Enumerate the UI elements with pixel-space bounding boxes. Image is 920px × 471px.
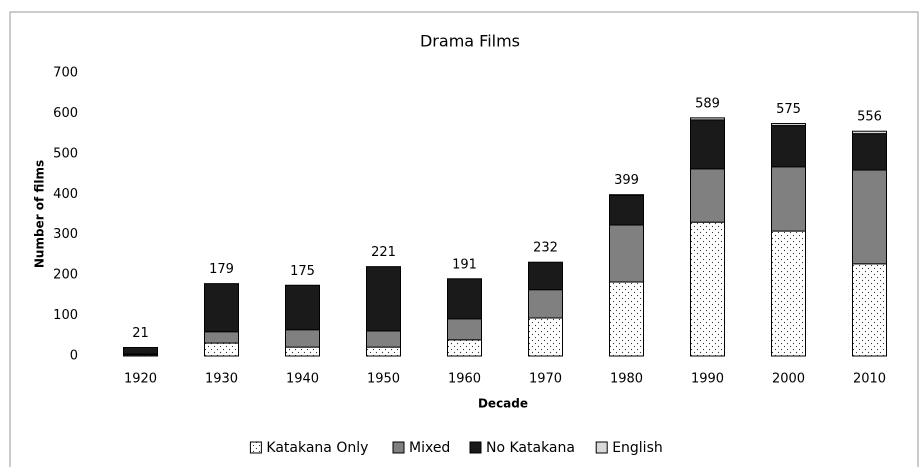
bar-segment xyxy=(447,278,482,320)
x-axis-label: Decade xyxy=(478,397,528,411)
bar-segment xyxy=(204,283,239,333)
total-label: 556 xyxy=(857,110,882,125)
bar-segment xyxy=(285,284,320,331)
bar-segment xyxy=(771,125,806,168)
bar-segment xyxy=(204,331,239,344)
bar-segment xyxy=(204,342,239,357)
bar-segment xyxy=(852,263,887,357)
total-label: 589 xyxy=(695,96,720,111)
bar-segment xyxy=(852,130,887,135)
total-label: 21 xyxy=(132,326,149,341)
x-tick-label: 1980 xyxy=(610,372,643,387)
total-label: 399 xyxy=(614,173,639,188)
bar-segment xyxy=(771,123,806,127)
bar-segment xyxy=(285,329,320,348)
x-tick-label: 2000 xyxy=(772,372,805,387)
bar-segment xyxy=(771,166,806,232)
x-tick-label: 1950 xyxy=(367,372,400,387)
bar-segment xyxy=(528,289,563,319)
bar-segment xyxy=(366,330,401,348)
y-tick-label: 700 xyxy=(53,66,78,81)
x-tick-label: 1920 xyxy=(124,372,157,387)
bar-segment xyxy=(609,281,644,357)
bar-segment xyxy=(771,230,806,357)
total-label: 575 xyxy=(776,102,801,117)
bar-segment xyxy=(528,261,563,291)
legend-label: No Katakana xyxy=(486,440,575,456)
y-axis-label: Number of films xyxy=(33,160,47,268)
total-label: 221 xyxy=(371,245,396,260)
legend-label: Mixed xyxy=(409,440,450,456)
bar-segment xyxy=(690,119,725,170)
x-tick-label: 1960 xyxy=(448,372,481,387)
legend-swatch xyxy=(469,441,482,454)
total-label: 175 xyxy=(290,264,315,279)
bar-segment xyxy=(852,169,887,265)
total-label: 179 xyxy=(209,262,234,277)
y-tick-label: 300 xyxy=(53,227,78,242)
x-tick-label: 1990 xyxy=(691,372,724,387)
bar-segment xyxy=(609,194,644,196)
total-label: 191 xyxy=(452,257,477,272)
bar-segment xyxy=(852,133,887,171)
legend-label: English xyxy=(612,440,663,456)
total-label: 232 xyxy=(533,241,558,256)
bar-segment xyxy=(690,221,725,357)
legend-swatch xyxy=(392,441,405,454)
legend-label: Katakana Only xyxy=(266,440,368,456)
y-tick-label: 0 xyxy=(70,349,78,364)
x-tick-label: 1930 xyxy=(205,372,238,387)
chart-title: Drama Films xyxy=(420,32,520,51)
y-tick-label: 200 xyxy=(53,268,78,283)
y-tick-label: 100 xyxy=(53,308,78,323)
bar-segment xyxy=(609,224,644,283)
x-tick-label: 1970 xyxy=(529,372,562,387)
y-tick-label: 500 xyxy=(53,146,78,161)
bar-segment xyxy=(609,194,644,226)
bar-segment xyxy=(690,117,725,121)
frame xyxy=(9,11,919,471)
x-tick-label: 1940 xyxy=(286,372,319,387)
bar-segment xyxy=(528,317,563,357)
bar-segment xyxy=(690,168,725,223)
bar-segment xyxy=(447,318,482,341)
bar-segment xyxy=(285,346,320,357)
x-tick-label: 2010 xyxy=(853,372,886,387)
bar-segment xyxy=(123,347,158,355)
bar-segment xyxy=(366,346,401,357)
y-tick-label: 600 xyxy=(53,106,78,121)
bar-segment xyxy=(447,339,482,357)
legend-swatch xyxy=(595,441,608,454)
bar-segment xyxy=(366,266,401,332)
legend-swatch xyxy=(249,441,262,454)
y-tick-label: 400 xyxy=(53,187,78,202)
